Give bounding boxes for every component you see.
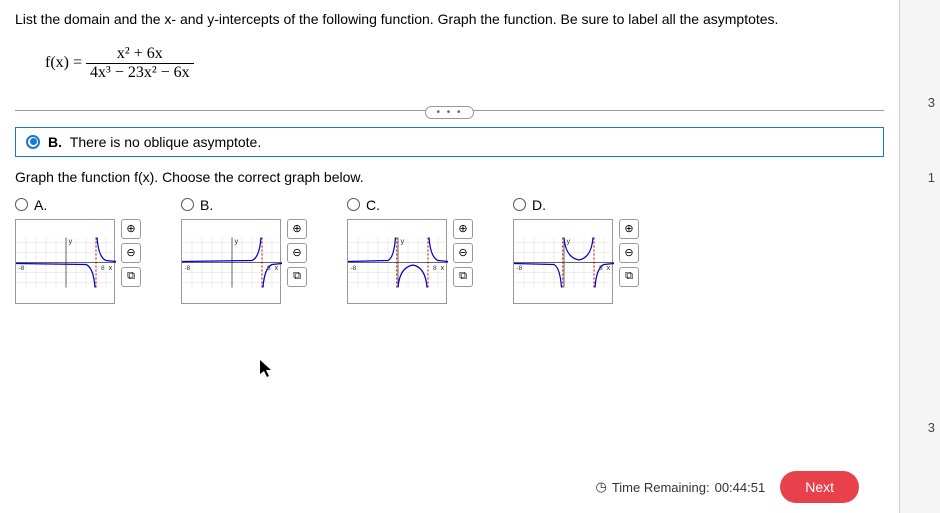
radio-empty-icon [513, 198, 526, 211]
svg-text:-8: -8 [517, 265, 523, 272]
svg-text:x: x [109, 263, 113, 272]
expand-dots[interactable]: • • • [425, 106, 473, 119]
section-divider: • • • [15, 102, 884, 119]
choice-c[interactable]: C. y [347, 197, 473, 304]
svg-text:8: 8 [599, 265, 603, 272]
radio-empty-icon [181, 198, 194, 211]
svg-text:x: x [441, 263, 445, 272]
zoom-in-icon[interactable]: ⊕ [287, 219, 307, 239]
choice-d[interactable]: D. y [513, 197, 639, 304]
svg-text:x: x [275, 263, 279, 272]
svg-text:8: 8 [101, 265, 105, 272]
zoom-in-icon[interactable]: ⊕ [453, 219, 473, 239]
svg-text:-8: -8 [185, 265, 191, 272]
svg-text:8: 8 [267, 265, 271, 272]
graph-c: y x -8 8 [347, 219, 447, 304]
radio-selected-icon [26, 135, 40, 149]
zoom-out-icon[interactable]: ⊖ [287, 243, 307, 263]
svg-text:y: y [235, 236, 239, 245]
svg-text:y: y [69, 236, 73, 245]
time-remaining: ◷ Time Remaining: 00:44:51 [595, 479, 765, 495]
choice-a[interactable]: A. y x -8 [15, 197, 141, 304]
side-num-3: 3 [928, 420, 935, 435]
clock-icon: ◷ [595, 479, 606, 495]
side-num-1: 3 [928, 95, 935, 110]
side-num-2: 1 [928, 170, 935, 185]
zoom-in-icon[interactable]: ⊕ [121, 219, 141, 239]
graph-choices: A. y x -8 [15, 197, 884, 304]
footer-bar: ◷ Time Remaining: 00:44:51 Next [595, 471, 859, 503]
selected-answer-b[interactable]: B. There is no oblique asymptote. [15, 127, 884, 157]
svg-text:y: y [567, 236, 571, 245]
zoom-in-icon[interactable]: ⊕ [619, 219, 639, 239]
svg-text:-8: -8 [19, 265, 25, 272]
sub-question-prompt: Graph the function f(x). Choose the corr… [15, 169, 884, 185]
svg-text:8: 8 [433, 265, 437, 272]
choice-b[interactable]: B. y x -8 [181, 197, 307, 304]
graph-d: y x -8 8 [513, 219, 613, 304]
zoom-out-icon[interactable]: ⊖ [121, 243, 141, 263]
question-panel: List the domain and the x- and y-interce… [0, 0, 900, 513]
svg-text:x: x [607, 263, 611, 272]
radio-empty-icon [347, 198, 360, 211]
cursor-icon [260, 360, 274, 378]
expand-icon[interactable]: ⧉ [619, 267, 639, 287]
expand-icon[interactable]: ⧉ [121, 267, 141, 287]
zoom-out-icon[interactable]: ⊖ [619, 243, 639, 263]
graph-b: y x -8 8 [181, 219, 281, 304]
formula: f(x) = x² + 6x 4x³ − 23x² − 6x [45, 45, 884, 82]
svg-text:-8: -8 [351, 265, 357, 272]
svg-text:y: y [401, 236, 405, 245]
question-prompt: List the domain and the x- and y-interce… [15, 10, 884, 30]
graph-a: y x -8 8 [15, 219, 115, 304]
zoom-out-icon[interactable]: ⊖ [453, 243, 473, 263]
expand-icon[interactable]: ⧉ [287, 267, 307, 287]
expand-icon[interactable]: ⧉ [453, 267, 473, 287]
next-button[interactable]: Next [780, 471, 859, 503]
radio-empty-icon [15, 198, 28, 211]
